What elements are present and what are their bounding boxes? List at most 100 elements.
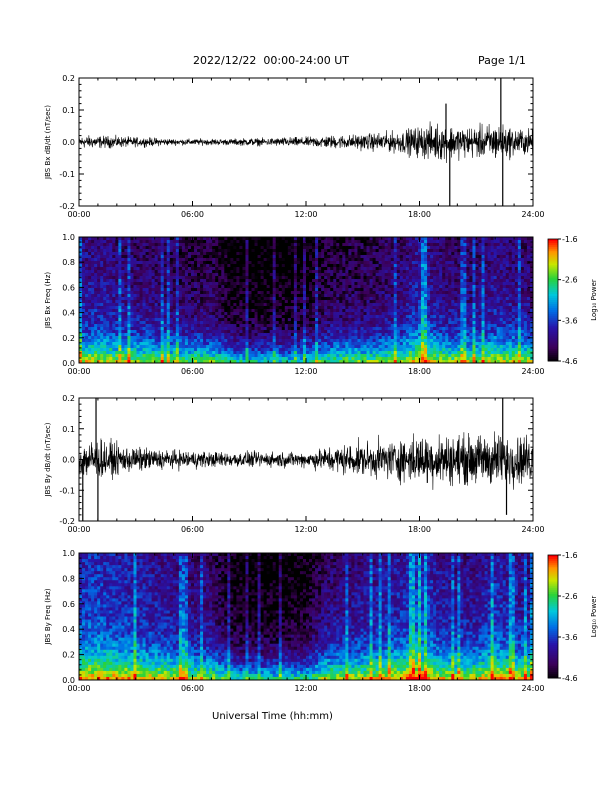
spectrogram-cell bbox=[405, 351, 410, 355]
spectrogram-cell bbox=[263, 294, 268, 298]
spectrogram-cell bbox=[330, 273, 334, 277]
spectrogram-cell bbox=[218, 288, 222, 292]
spectrogram-cell bbox=[151, 273, 156, 277]
spectrogram-cell bbox=[327, 267, 331, 271]
spectrogram-cell bbox=[248, 264, 252, 268]
spectrogram-cell bbox=[318, 240, 322, 244]
spectrogram-cell bbox=[145, 306, 150, 310]
spectrogram-cell bbox=[245, 357, 249, 361]
spectrogram-cell bbox=[239, 288, 243, 292]
spectrogram-cell bbox=[339, 258, 343, 262]
spectrogram-cell bbox=[381, 351, 386, 355]
spectrogram-cell bbox=[293, 279, 298, 283]
spectrogram-cell bbox=[396, 312, 401, 316]
spectrogram-cell bbox=[342, 249, 346, 253]
spectrogram-cell bbox=[266, 285, 271, 289]
spectrogram-cell bbox=[230, 327, 234, 331]
spectrogram-cell bbox=[118, 336, 122, 340]
spectrogram-cell bbox=[157, 354, 162, 358]
spectrogram-cell bbox=[293, 288, 298, 292]
spectrogram-cell bbox=[421, 342, 425, 346]
spectrogram-cell bbox=[417, 309, 422, 313]
spectrogram-cell bbox=[321, 318, 325, 322]
spectrogram-cell bbox=[184, 291, 189, 295]
spectrogram-cell bbox=[239, 327, 243, 331]
spectrogram-cell bbox=[79, 270, 83, 274]
spectrogram-cell bbox=[360, 285, 364, 289]
spectrogram-cell bbox=[230, 336, 234, 340]
spectrogram-cell bbox=[324, 360, 328, 364]
spectrogram-cell bbox=[360, 303, 364, 307]
spectrogram-cell bbox=[281, 327, 286, 331]
spectrogram-cell bbox=[393, 333, 398, 337]
spectrogram-cell bbox=[390, 342, 395, 346]
spectrogram-cell bbox=[399, 270, 404, 274]
spectrogram-cell bbox=[151, 267, 156, 271]
spectrogram-cell bbox=[263, 348, 268, 352]
spectrogram-cell bbox=[187, 348, 192, 352]
spectrogram-cell bbox=[284, 258, 289, 262]
spectrogram-cell bbox=[275, 345, 280, 349]
spectrogram-cell bbox=[284, 243, 289, 247]
spectrogram-cell bbox=[251, 264, 255, 268]
spectrogram-cell bbox=[197, 264, 201, 268]
spectrogram-cell bbox=[142, 237, 146, 241]
spectrogram-cell bbox=[91, 273, 95, 277]
spectrogram-cell bbox=[369, 261, 373, 265]
spectrogram-cell bbox=[290, 330, 295, 334]
spectrogram-cell bbox=[318, 336, 322, 340]
spectrogram-cell bbox=[215, 261, 219, 265]
spectrogram-cell bbox=[266, 315, 271, 319]
spectrogram-cell bbox=[197, 276, 201, 280]
spectrogram-cell bbox=[136, 255, 140, 259]
spectrogram-cell bbox=[299, 237, 304, 241]
spectrogram-cell bbox=[351, 255, 355, 259]
spectrogram-cell bbox=[366, 249, 370, 253]
spectrogram-cell bbox=[369, 255, 373, 259]
spectrogram-cell bbox=[221, 246, 225, 250]
spectrogram-cell bbox=[166, 282, 171, 286]
spectrogram-cell bbox=[245, 249, 249, 253]
spectrogram-cell bbox=[212, 315, 216, 319]
spectrogram-cell bbox=[390, 327, 395, 331]
spectrogram-cell bbox=[190, 315, 195, 319]
spectrogram-cell bbox=[272, 333, 277, 337]
spectrogram-cell bbox=[224, 249, 228, 253]
spectrogram-cell bbox=[175, 282, 180, 286]
spectrogram-cell bbox=[145, 312, 150, 316]
spectrogram-cell bbox=[100, 288, 104, 292]
spectrogram-cell bbox=[194, 255, 198, 259]
spectrogram-cell bbox=[154, 270, 159, 274]
spectrogram-cell bbox=[393, 357, 398, 361]
spectrogram-cell bbox=[94, 273, 98, 277]
spectrogram-cell bbox=[224, 258, 228, 262]
spectrogram-cell bbox=[190, 282, 195, 286]
spectrogram-cell bbox=[321, 357, 325, 361]
spectrogram-cell bbox=[336, 333, 340, 337]
spectrogram-cell bbox=[293, 264, 298, 268]
spectrogram-cell bbox=[390, 261, 395, 265]
spectrogram-cell bbox=[100, 342, 104, 346]
spectrogram-cell bbox=[212, 297, 216, 301]
spectrogram-cell bbox=[218, 348, 222, 352]
spectrogram-cell bbox=[109, 276, 113, 280]
spectrogram-cell bbox=[130, 336, 134, 340]
spectrogram-cell bbox=[348, 339, 352, 343]
spectrogram-cell bbox=[396, 291, 401, 295]
spectrogram-cell bbox=[414, 291, 419, 295]
spectrogram-cell bbox=[136, 330, 140, 334]
spectrogram-cell bbox=[157, 294, 162, 298]
spectrogram-cell bbox=[187, 312, 192, 316]
spectrogram-cell bbox=[130, 339, 134, 343]
spectrogram-cell bbox=[260, 306, 265, 310]
spectrogram-cell bbox=[257, 258, 261, 262]
spectrogram-cell bbox=[299, 318, 304, 322]
spectrogram-cell bbox=[203, 321, 207, 325]
spectrogram-cell bbox=[203, 279, 207, 283]
spectrogram-cell bbox=[136, 345, 140, 349]
spectrogram-cell bbox=[381, 249, 386, 253]
spectrogram-cell bbox=[163, 297, 168, 301]
spectrogram-cell bbox=[375, 273, 380, 277]
spectrogram-cell bbox=[121, 270, 125, 274]
spectrogram-cell bbox=[396, 267, 401, 271]
